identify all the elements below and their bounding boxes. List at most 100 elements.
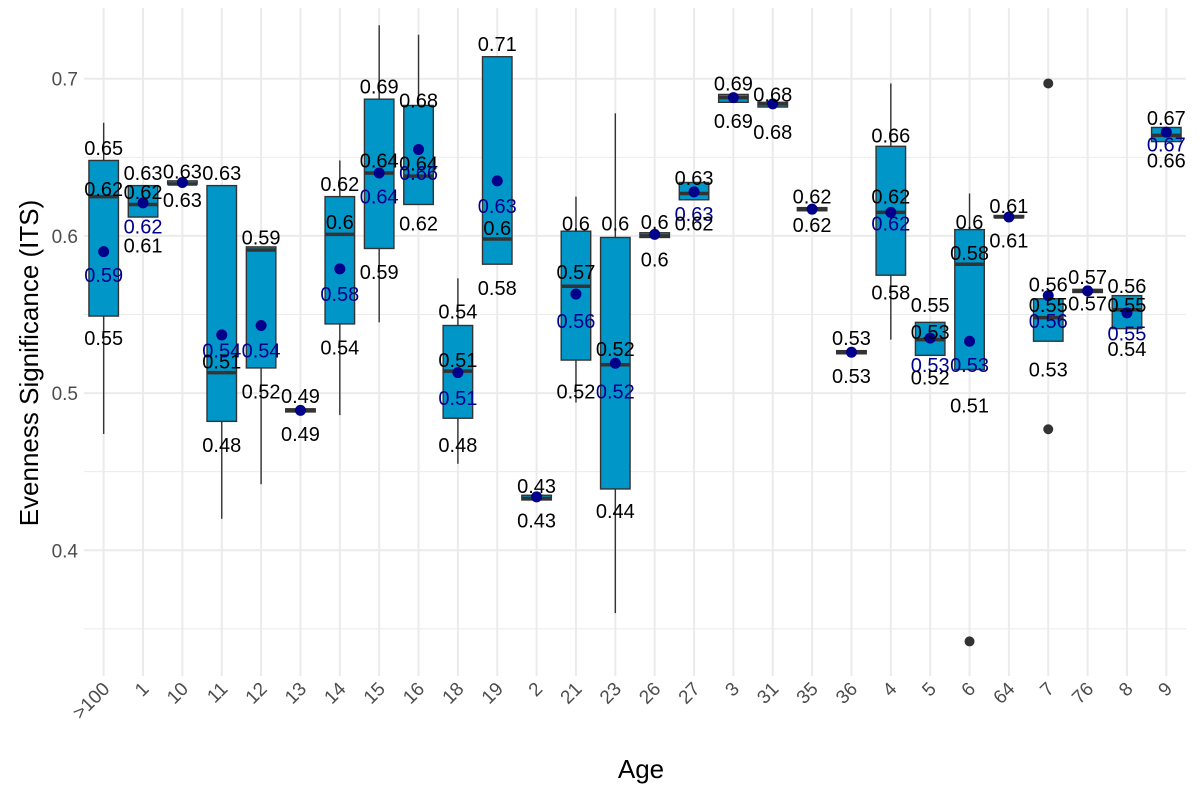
x-tick-label: 19	[478, 679, 508, 709]
value-label: 0.52	[242, 382, 281, 404]
mean-point	[1160, 126, 1172, 138]
x-tick-label: 31	[753, 679, 783, 709]
box-11	[206, 184, 238, 519]
outlier-point	[1043, 424, 1054, 435]
box-36	[836, 346, 867, 358]
mean-point	[452, 367, 464, 379]
value-label: 0.54	[242, 341, 281, 363]
box-3	[717, 92, 749, 104]
mean-point	[491, 175, 503, 187]
x-tick-label: 12	[242, 679, 272, 709]
value-label: 0.6	[641, 249, 669, 271]
value-label: 0.52	[556, 382, 595, 404]
mean-point	[1121, 307, 1133, 319]
mean-point	[1042, 290, 1054, 302]
value-label: 0.62	[399, 213, 438, 235]
value-label: 0.67	[1147, 108, 1186, 130]
value-label: 0.58	[950, 243, 989, 265]
box-27	[678, 181, 710, 201]
y-tick-label: 0.4	[52, 541, 79, 562]
value-label: 0.51	[950, 396, 989, 418]
mean-point	[609, 357, 621, 369]
value-label: 0.64	[399, 154, 438, 176]
value-label: 0.63	[202, 163, 241, 185]
box-21	[560, 196, 592, 403]
value-label: 0.53	[1029, 360, 1068, 382]
x-tick-label: 2	[525, 679, 547, 701]
box-18	[442, 278, 474, 464]
mean-point	[845, 346, 857, 358]
y-tick-label: 0.5	[52, 384, 78, 405]
value-label: 0.62	[84, 179, 123, 201]
value-label: 0.62	[320, 174, 359, 196]
value-label: 0.62	[124, 216, 163, 238]
box-14	[324, 160, 356, 416]
value-label: 0.57	[556, 262, 595, 284]
value-label: 0.51	[438, 350, 477, 372]
x-tick-label: 26	[635, 679, 665, 709]
x-tick-label: 9	[1155, 679, 1177, 701]
box-4	[875, 83, 907, 340]
x-tick-label: 21	[557, 679, 587, 709]
box-64	[993, 211, 1025, 223]
box-iqr	[206, 184, 238, 423]
value-label: 0.54	[320, 338, 359, 360]
value-label: 0.65	[84, 138, 123, 160]
mean-point	[964, 335, 976, 347]
value-label: 0.6	[956, 212, 984, 234]
value-label: 0.6	[601, 213, 629, 235]
value-label: 0.6	[326, 212, 354, 234]
value-label: 0.6	[641, 212, 669, 234]
value-label: 0.56	[556, 311, 595, 333]
box-76	[1072, 285, 1104, 297]
x-tick-label: 36	[832, 679, 862, 709]
x-tick-label: 1	[131, 679, 153, 701]
mean-point	[413, 143, 425, 155]
value-label: 0.6	[483, 218, 511, 240]
mean-point	[176, 176, 188, 188]
mean-point	[137, 197, 149, 209]
box-8	[1111, 294, 1143, 330]
x-tick-label: 5	[918, 679, 940, 701]
value-label: 0.55	[911, 295, 950, 317]
value-label: 0.54	[1107, 339, 1146, 361]
x-tick-label: 27	[675, 679, 705, 709]
value-label: 0.66	[1147, 150, 1186, 172]
value-label: 0.68	[753, 84, 792, 106]
outlier-point	[1043, 78, 1054, 89]
value-label: 0.55	[1107, 323, 1146, 345]
mean-point	[334, 263, 346, 275]
y-axis-ticks: 0.4 0.5 0.6 0.7	[52, 70, 79, 563]
value-label: 0.61	[989, 231, 1028, 253]
value-label: 0.53	[832, 366, 871, 388]
x-tick-label: 8	[1115, 679, 1137, 701]
mean-point	[531, 491, 543, 503]
value-label: 0.54	[438, 301, 477, 323]
value-label: 0.62	[871, 187, 910, 209]
value-label: 0.48	[438, 435, 477, 457]
mean-point	[806, 203, 818, 215]
box-6	[954, 193, 985, 647]
value-label: 0.67	[1147, 135, 1186, 157]
value-label: 0.68	[753, 122, 792, 144]
outlier-point	[964, 636, 975, 647]
value-label: 0.53	[950, 355, 989, 377]
mean-point	[767, 98, 779, 110]
x-tick-label: 76	[1068, 679, 1098, 709]
mean-point	[373, 167, 385, 179]
box-1	[127, 184, 159, 218]
value-label: 0.63	[478, 196, 517, 218]
value-label: 0.6	[562, 213, 590, 235]
box-5	[914, 321, 946, 357]
x-tick-label: 15	[360, 679, 390, 709]
mean-point	[98, 246, 110, 258]
value-label: 0.64	[360, 187, 399, 209]
box-10	[166, 176, 198, 188]
value-label: 0.57	[1068, 267, 1107, 289]
value-label: 0.43	[517, 476, 556, 498]
mean-point	[570, 288, 582, 300]
value-label: 0.55	[1107, 295, 1146, 317]
x-tick-label: 23	[596, 679, 626, 709]
mean-point	[649, 228, 661, 240]
mean-point	[1082, 285, 1094, 297]
